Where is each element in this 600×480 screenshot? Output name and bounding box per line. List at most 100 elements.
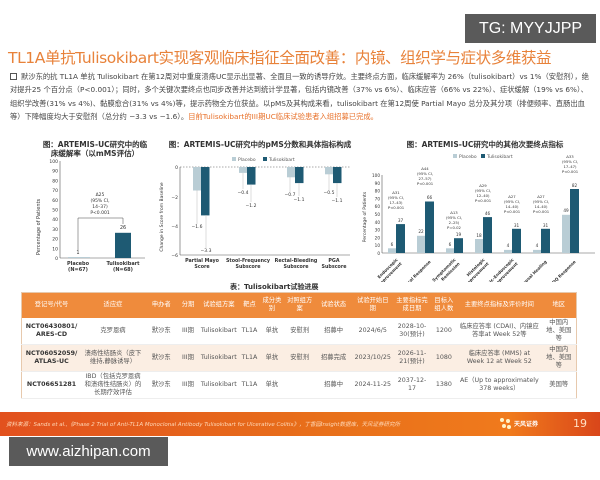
cell-indication: 克罗恩病 [81, 317, 145, 345]
svg-text:50: 50 [375, 212, 381, 217]
table-row: NCT06430801/ ARES-CD 克罗恩病 默沙东 III期 Tulis… [21, 317, 577, 345]
cell-region: 中国内地、美国等 [541, 344, 577, 372]
cell-status: 招募中 [315, 371, 353, 399]
svg-text:Tulisokibart: Tulisokibart [268, 157, 295, 163]
cell-target: TL1A [239, 317, 260, 345]
svg-text:−1.1: −1.1 [332, 198, 343, 204]
svg-text:49: 49 [563, 208, 569, 213]
svg-text:(95% CI,: (95% CI, [504, 199, 520, 204]
svg-text:0: 0 [377, 251, 380, 256]
svg-text:Subscore: Subscore [284, 264, 310, 270]
svg-text:0: 0 [175, 165, 178, 171]
cell-registration-id: NCT06651281 [21, 371, 82, 399]
svg-text:19: 19 [456, 232, 462, 237]
cell-target: TL1A [239, 344, 260, 372]
col-header: 分期 [177, 292, 199, 318]
cell-registration-id: NCT06430801/ ARES-CD [21, 317, 82, 345]
svg-text:0: 0 [55, 256, 58, 262]
legend: Placebo Tulisokibart [453, 154, 513, 160]
svg-text:−0.7: −0.7 [285, 192, 296, 198]
bars [388, 189, 579, 253]
col-header: 主要终点指标及评价时间 [457, 292, 542, 318]
svg-text:(N=67): (N=67) [68, 267, 88, 273]
cell-phase: III期 [177, 344, 199, 372]
svg-text:60: 60 [52, 198, 58, 204]
bar-chart-svg: Placebo Tulisokibart Percentage of Patie… [362, 154, 595, 282]
cell-region: 美国等 [541, 371, 577, 399]
page-title: TL1A单抗Tulisokibart实现客观临床指征全面改善：内镜、组织学与症状… [8, 49, 552, 67]
legend: Placebo Tulisokibart [232, 157, 295, 163]
svg-text:(95% CI,: (95% CI, [446, 215, 462, 220]
cell-modality: 单抗 [259, 344, 285, 372]
cell-status: 招募完成 [315, 344, 353, 372]
svg-text:20: 20 [52, 237, 58, 243]
svg-text:−3.3: −3.3 [201, 248, 212, 254]
col-header: 登记号/代号 [21, 292, 82, 318]
svg-text:Δ27: Δ27 [537, 194, 545, 199]
svg-text:Subscore: Subscore [322, 264, 348, 270]
y-axis-label: Percentage of Patients [36, 199, 42, 256]
cell-phase: III期 [177, 371, 199, 399]
svg-text:Subscore: Subscore [236, 264, 262, 270]
cell-target: TL1A [239, 371, 260, 399]
source-citation: 资料来源：Sands et al.,《Phase 2 Trial of Anti… [6, 422, 400, 428]
summary-highlight: 目前Tulisokibart的III期UC临床试验患者入组招募已完成。 [188, 111, 378, 121]
col-header: 对照组方案 [284, 292, 316, 318]
cell-endpoint: 临床应答率 (CDAI)、内镜应答率at Week 52等 [457, 317, 542, 345]
svg-text:Δ29: Δ29 [479, 183, 487, 188]
cell-start-date: 2024-11-25 [352, 371, 394, 399]
svg-text:P<0.001: P<0.001 [475, 198, 492, 203]
cell-regimen: Tulisokibart [198, 344, 240, 372]
svg-text:Tulisokibart: Tulisokibart [106, 261, 140, 267]
svg-text:40: 40 [375, 220, 381, 225]
svg-text:Δ27: Δ27 [508, 194, 516, 199]
svg-text:100: 100 [372, 173, 380, 178]
svg-text:Partial Mayo: Partial Mayo [185, 258, 219, 264]
svg-text:66: 66 [427, 195, 433, 200]
page-number: 19 [573, 417, 587, 430]
svg-text:22: 22 [418, 229, 424, 234]
svg-text:(95% CI,: (95% CI, [388, 195, 404, 200]
svg-text:Placebo: Placebo [67, 261, 90, 267]
svg-text:(95% CI,: (95% CI, [562, 159, 578, 164]
cell-phase: III期 [177, 317, 199, 345]
col-header: 申办者 [144, 292, 178, 318]
bar-placebo [68, 257, 90, 258]
svg-text:10: 10 [52, 246, 58, 252]
svg-text:50: 50 [52, 208, 58, 214]
svg-text:Placebo: Placebo [238, 157, 256, 163]
cell-sponsor: 默沙东 [144, 371, 178, 399]
svg-text:Δ33: Δ33 [566, 154, 574, 159]
logo-icon [500, 418, 511, 429]
table-row: NCT06052059/ ATLAS-UC 溃疡性结肠炎（皮下维持,静脉诱导） … [21, 344, 577, 372]
cell-regimen: Tulisokibart [198, 371, 240, 399]
cell-completion-date: 2026-11-21(预计) [393, 344, 431, 372]
svg-text:26: 26 [120, 225, 126, 231]
svg-text:17–43): 17–43) [389, 200, 403, 205]
cell-enrollment: 1200 [430, 317, 458, 345]
cell-start-date: 2024/6/5 [352, 317, 394, 345]
svg-text:4: 4 [536, 243, 539, 248]
svg-text:6: 6 [449, 242, 452, 247]
cell-endpoint: AE（Up to approximately 378 weeks） [457, 371, 542, 399]
cell-indication: IBD（包括克罗恩病和溃疡性结肠炎）的长期疗效评估 [81, 371, 145, 399]
svg-text:20: 20 [375, 235, 381, 240]
cell-control: 安慰剂 [284, 317, 316, 345]
svg-text:P<0.001: P<0.001 [562, 169, 579, 174]
svg-text:10: 10 [375, 243, 381, 248]
col-header: 靶点 [239, 292, 260, 318]
cell-status: 招募中 [315, 317, 353, 345]
svg-text:Clinical Response: Clinical Response [399, 259, 432, 282]
svg-text:−0.4: −0.4 [238, 190, 249, 196]
chart-title: 图：ARTEMIS-UC研究中的其他次要终点指标 [406, 140, 564, 149]
svg-text:2–25): 2–25) [449, 220, 460, 225]
svg-text:70: 70 [52, 188, 58, 194]
cell-sponsor: 默沙东 [144, 317, 178, 345]
svg-text:IBDQ Response: IBDQ Response [548, 259, 577, 282]
cell-modality: 单抗 [259, 371, 285, 399]
cell-sponsor: 默沙东 [144, 344, 178, 372]
cell-endpoint: 临床应答率 (MMS) at Week 12 at Week 52 [457, 344, 542, 372]
telegram-watermark-badge: TG: MYYJJPP [465, 14, 596, 43]
